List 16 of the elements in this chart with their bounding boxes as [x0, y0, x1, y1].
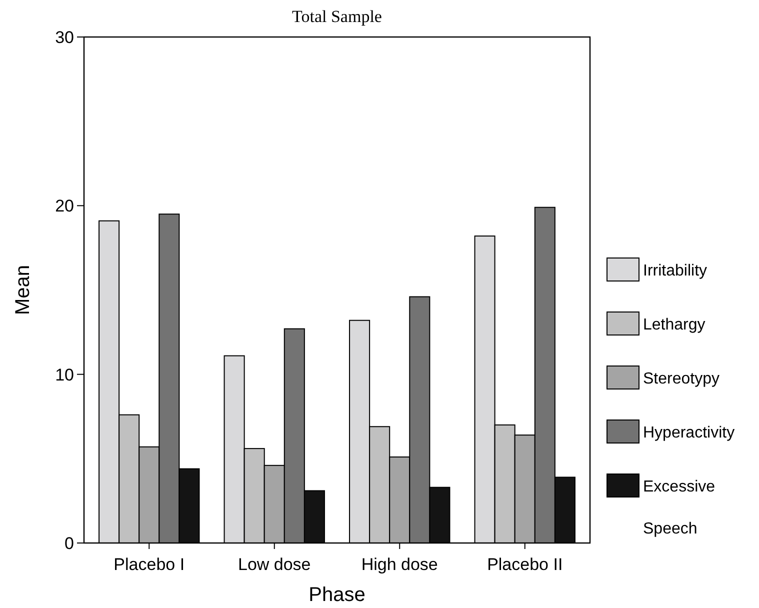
- legend-label: Hyperactivity: [643, 424, 735, 442]
- x-axis-title: Phase: [308, 584, 366, 606]
- text: Excessive Speech: [643, 478, 716, 538]
- y-tick-label: 0: [64, 534, 74, 553]
- y-tick-label: 10: [55, 365, 74, 384]
- x-tick-label: High dose: [361, 555, 438, 574]
- y-axis-title: Mean: [12, 264, 34, 316]
- y-tick-label: 30: [55, 28, 74, 47]
- legend-label: Stereotypy: [643, 370, 720, 388]
- x-tick-label: Placebo II: [487, 555, 563, 574]
- x-tick-label: Low dose: [238, 555, 311, 574]
- legend-label: Lethargy: [643, 316, 706, 334]
- x-tick-label: Placebo I: [114, 555, 185, 574]
- chart-title: Total Sample: [292, 7, 382, 26]
- legend-label: Irritability: [643, 262, 708, 280]
- y-tick-label: 20: [55, 196, 74, 216]
